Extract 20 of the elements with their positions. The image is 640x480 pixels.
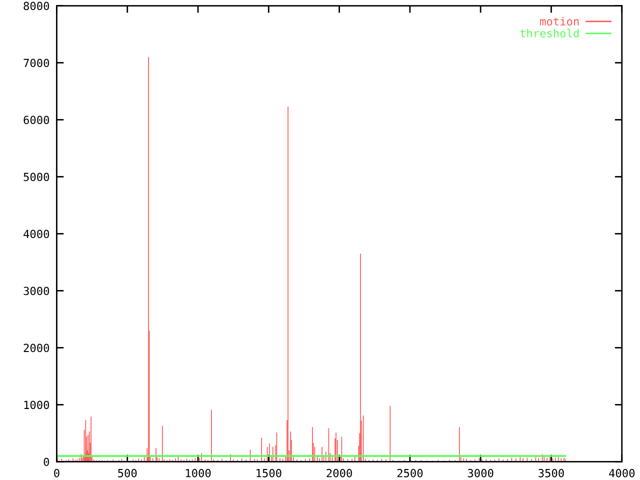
x-tick-label: 4000 [609, 468, 635, 478]
legend-label: motion [540, 16, 579, 26]
x-tick-label: 2000 [326, 468, 352, 478]
x-tick-label: 1000 [186, 468, 211, 478]
x-tick-label: 2500 [397, 468, 423, 478]
y-tick-label: 5000 [24, 172, 50, 182]
y-tick-label: 4000 [24, 230, 50, 238]
x-tick-label: 3500 [538, 468, 564, 478]
x-tick-label: 500 [118, 468, 137, 478]
x-tick-label: 3000 [468, 468, 494, 478]
y-tick-label: 1000 [24, 400, 50, 410]
y-tick-label: 7000 [24, 58, 50, 68]
x-tick-label: 0 [54, 468, 60, 478]
y-tick-label: 0 [44, 458, 50, 466]
y-tick-label: 8000 [24, 2, 50, 10]
y-tick-label: 3000 [24, 286, 50, 296]
y-tick-label: 6000 [24, 116, 50, 124]
legend-label: threshold [520, 28, 579, 38]
y-tick-label: 2000 [24, 344, 50, 352]
x-tick-label: 1500 [256, 468, 282, 478]
